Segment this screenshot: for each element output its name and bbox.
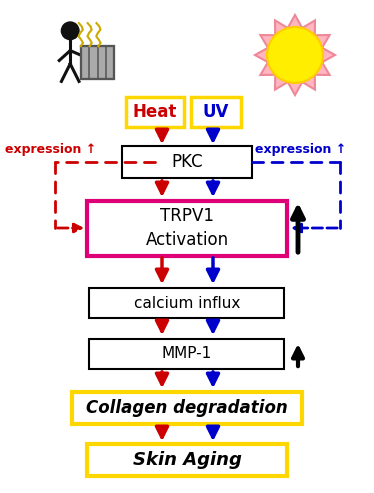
Text: Skin Aging: Skin Aging: [132, 451, 242, 469]
FancyBboxPatch shape: [89, 288, 285, 318]
Bar: [81, 46, 114, 79]
Text: Heat: Heat: [133, 103, 177, 121]
Text: calcium influx: calcium influx: [134, 295, 240, 311]
FancyBboxPatch shape: [87, 444, 287, 476]
Text: expression ↑: expression ↑: [5, 143, 96, 156]
FancyBboxPatch shape: [122, 146, 252, 178]
FancyBboxPatch shape: [191, 97, 241, 127]
Text: expression ↑: expression ↑: [255, 143, 346, 156]
Circle shape: [267, 27, 323, 83]
Text: Collagen degradation: Collagen degradation: [86, 399, 288, 417]
FancyBboxPatch shape: [89, 339, 285, 369]
Text: UV: UV: [203, 103, 229, 121]
Text: TRPV1
Activation: TRPV1 Activation: [145, 207, 229, 249]
Text: MMP-1: MMP-1: [162, 347, 212, 361]
Circle shape: [61, 22, 79, 39]
FancyBboxPatch shape: [126, 97, 184, 127]
Text: PKC: PKC: [171, 153, 203, 171]
Polygon shape: [255, 15, 335, 95]
FancyBboxPatch shape: [87, 201, 287, 255]
FancyBboxPatch shape: [72, 392, 302, 424]
